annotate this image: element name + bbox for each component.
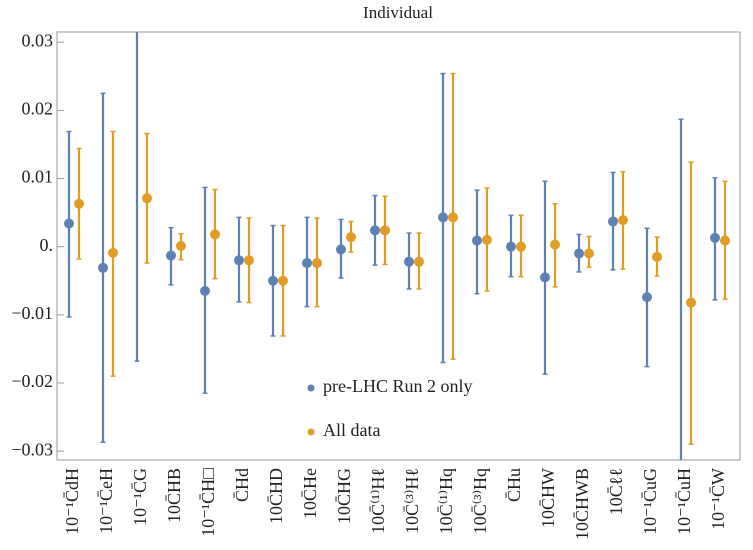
point (686, 297, 696, 308)
legend-label: pre-LHC Run 2 only (323, 376, 472, 396)
point (74, 198, 84, 209)
point (234, 255, 244, 266)
x-tick-label: 10C̄HG (334, 468, 354, 524)
point (482, 234, 492, 245)
point (210, 229, 220, 240)
point (98, 262, 108, 273)
point (584, 248, 594, 259)
x-tick-label: C̄Hd (232, 468, 252, 502)
point (404, 256, 414, 267)
x-tick-label: 10⁻¹C̄uG (640, 468, 660, 535)
x-tick-label: 10⁻¹C̄W (708, 468, 728, 530)
point (176, 241, 186, 251)
y-tick-label: 0. (40, 235, 54, 255)
x-tick-label: 10C̄He (300, 468, 320, 519)
x-tick-label: 10C̄⁽¹⁾Hq (436, 468, 456, 534)
legend-marker (307, 384, 315, 392)
x-tick-label: 10C̄HD (266, 468, 286, 524)
legend-label: All data (323, 420, 380, 440)
point (278, 275, 288, 286)
x-tick-label: 10C̄HWB (572, 468, 592, 540)
point (516, 241, 526, 252)
point (710, 232, 720, 243)
point (720, 235, 730, 246)
y-tick-label: −0.01 (11, 303, 53, 323)
point (652, 251, 662, 262)
point (608, 216, 618, 227)
x-tick-label: 10⁻¹C̄H□ (198, 468, 218, 537)
point (438, 212, 448, 223)
y-tick-label: −0.03 (11, 439, 53, 459)
point (642, 292, 652, 303)
x-tick-label: 10⁻¹C̄G (130, 468, 150, 526)
point (244, 255, 254, 266)
chart-title: Individual (363, 3, 433, 22)
x-tick-label: 10C̄HW (538, 468, 558, 528)
point (336, 244, 346, 255)
y-tick-label: 0.03 (22, 30, 54, 50)
point (380, 225, 390, 236)
x-tick-label: 10⁻¹C̄dH (62, 468, 82, 535)
point (302, 258, 312, 269)
y-tick-label: 0.02 (22, 99, 54, 119)
point (142, 193, 152, 204)
point (312, 258, 322, 269)
point (448, 212, 458, 223)
point (414, 256, 424, 267)
point (346, 232, 356, 243)
y-tick-label: −0.02 (11, 371, 53, 391)
point (574, 248, 584, 259)
point (370, 225, 380, 236)
point (506, 241, 516, 252)
plot-frame (56, 31, 741, 461)
point (64, 218, 74, 229)
x-tick-label: 10C̄⁽¹⁾Hℓ (368, 468, 388, 534)
x-tick-label: 10⁻¹C̄uH (674, 468, 694, 535)
point (166, 250, 176, 261)
plot-area (64, 32, 730, 460)
x-tick-label: 10C̄HB (164, 468, 184, 523)
point (550, 239, 560, 250)
point (200, 285, 210, 296)
point (108, 247, 118, 258)
x-tick-label: 10C̄⁽³⁾Hℓ (402, 468, 422, 534)
y-tick-label: 0.01 (22, 167, 54, 187)
x-tick-label: C̄Hu (504, 468, 524, 502)
x-tick-label: 10C̄⁽³⁾Hq (470, 468, 490, 534)
point (268, 275, 278, 286)
legend-marker (307, 428, 315, 436)
point (618, 215, 628, 226)
x-tick-label: 10⁻¹C̄eH (96, 468, 116, 534)
x-tick-label: 10C̄ℓℓ (606, 468, 626, 515)
point (540, 272, 550, 283)
point (472, 235, 482, 246)
